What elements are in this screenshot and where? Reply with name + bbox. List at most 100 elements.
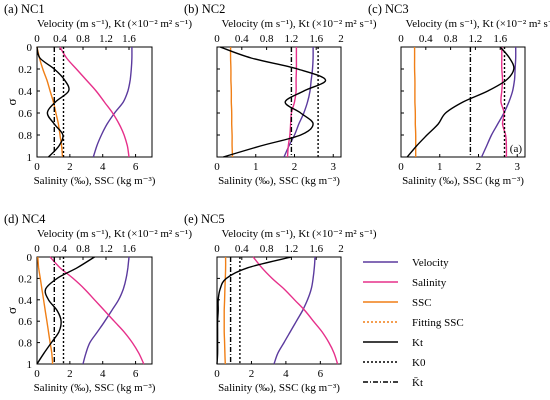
bottom-tick-label: 0	[398, 161, 404, 173]
bottom-tick-label: 3	[515, 161, 521, 173]
plot-frame	[400, 46, 526, 158]
bottom-tick-label: 0	[214, 368, 220, 380]
top-axis-label: Velocity (m s⁻¹), Kt (×10⁻² m² s⁻¹)	[405, 18, 550, 30]
legend: Velocity Salinity SSC Fitting SSC Kt K0 K̄t	[363, 257, 464, 389]
y-tick-label: 1	[27, 359, 33, 371]
top-tick-label: 1.6	[122, 243, 136, 255]
top-tick-label: 0.8	[260, 243, 274, 255]
bottom-tick-label: 2	[67, 368, 73, 380]
y-tick-label: 0.2	[18, 64, 32, 76]
top-axis-label: Velocity (m s⁻¹), Kt (×10⁻² m² s⁻¹)	[37, 228, 192, 240]
y-tick-label: 1	[27, 152, 33, 164]
top-tick-label: 1.6	[309, 33, 323, 45]
panel-5: (e) NC5 Velocity (m s⁻¹), Kt (×10⁻² m² s⁻…	[184, 212, 377, 394]
panel-title: (d) NC4	[4, 212, 46, 226]
series-line-ssc	[223, 256, 227, 365]
top-tick-label: 0.4	[235, 33, 249, 45]
legend-label: Velocity	[412, 257, 449, 269]
series-line-kt	[219, 46, 327, 158]
bottom-tick-label: 2	[292, 161, 298, 173]
top-tick-label: 0.4	[419, 33, 433, 45]
panel-1: (a) NC1 Velocity (m s⁻¹), Kt (×10⁻² m² s⁻…	[4, 2, 192, 187]
series-line-kt	[406, 46, 515, 158]
bottom-axis-label: Salinity (‰), SSC (kg m⁻³)	[218, 382, 340, 394]
top-tick-label: 1.2	[285, 33, 299, 45]
legend-label: Salinity	[412, 277, 447, 289]
series-line-salinity	[49, 256, 145, 365]
y-tick-label: 0.4	[18, 295, 32, 307]
series-line-velocity	[480, 46, 517, 158]
legend-label: Fitting SSC	[412, 317, 464, 329]
y-tick-label: 0.8	[18, 338, 32, 350]
bottom-tick-label: 2	[249, 368, 255, 380]
top-tick-label: 0.4	[235, 243, 249, 255]
plot-frame	[216, 256, 342, 365]
panel-annotation: (a)	[510, 143, 523, 155]
series-line-velocity	[273, 256, 316, 365]
y-tick-label: 0	[27, 252, 33, 264]
top-tick-label: 0	[214, 243, 220, 255]
top-axis-label: Velocity (m s⁻¹), Kt (×10⁻² m² s⁻¹)	[37, 18, 192, 30]
top-tick-label: 2	[338, 33, 344, 45]
top-tick-label: 0	[398, 33, 404, 45]
legend-label: SSC	[412, 297, 432, 309]
y-axis-label: σ	[4, 98, 19, 105]
series-line-salinity	[500, 46, 508, 158]
bottom-tick-label: 0	[34, 368, 40, 380]
bottom-tick-label: 4	[283, 368, 289, 380]
bottom-tick-label: 3	[331, 161, 337, 173]
bottom-tick-label: 0	[34, 161, 40, 173]
legend-label: K0	[412, 357, 426, 369]
top-tick-label: 0	[34, 243, 40, 255]
bottom-axis-label: Salinity (‰), SSC (kg m⁻³)	[34, 382, 156, 394]
y-tick-label: 0.6	[18, 316, 32, 328]
bottom-tick-label: 4	[100, 368, 106, 380]
y-axis-label: σ	[4, 307, 19, 314]
bottom-tick-label: 1	[253, 161, 259, 173]
top-tick-label: 2	[338, 243, 344, 255]
bottom-tick-label: 0	[214, 161, 220, 173]
bottom-tick-label: 6	[133, 161, 139, 173]
series-line-ssc	[229, 46, 234, 158]
bottom-axis-label: Salinity (‰), SSC (kg m⁻³)	[218, 175, 340, 187]
series-line-kt	[36, 46, 70, 158]
top-tick-label: 1.2	[469, 33, 483, 45]
top-tick-label: 0.8	[76, 243, 90, 255]
y-tick-label: 0.2	[18, 273, 32, 285]
top-tick-label: 1.6	[122, 33, 136, 45]
bottom-tick-label: 6	[318, 368, 324, 380]
panel-2: (b) NC2 Velocity (m s⁻¹), Kt (×10⁻² m² s⁻…	[184, 2, 377, 187]
y-tick-label: 0.4	[18, 86, 32, 98]
panel-title: (e) NC5	[184, 212, 225, 226]
panel-title: (a) NC1	[4, 2, 45, 16]
series-line-velocity	[92, 46, 133, 158]
series-line-salinity	[252, 256, 339, 365]
top-axis-label: Velocity (m s⁻¹), Kt (×10⁻² m² s⁻¹)	[221, 228, 376, 240]
top-tick-label: 0.4	[53, 243, 67, 255]
bottom-tick-label: 4	[100, 161, 106, 173]
plot-frame	[216, 46, 342, 158]
bottom-tick-label: 2	[67, 161, 73, 173]
series-line-kt	[36, 256, 95, 365]
top-tick-label: 1.2	[285, 243, 299, 255]
bottom-tick-label: 2	[476, 161, 482, 173]
series-line-ssc	[37, 256, 54, 365]
top-tick-label: 1.2	[99, 33, 113, 45]
top-tick-label: 0.8	[260, 33, 274, 45]
top-tick-label: 1.6	[493, 33, 507, 45]
top-tick-label: 0	[214, 33, 220, 45]
panel-title: (b) NC2	[184, 2, 225, 16]
top-tick-label: 0.4	[53, 33, 67, 45]
top-tick-label: 1.6	[309, 243, 323, 255]
series-line-salinity	[59, 46, 130, 158]
y-tick-label: 0	[27, 42, 33, 54]
top-tick-label: 0.8	[444, 33, 458, 45]
series-line-velocity	[82, 256, 130, 365]
series-line-ssc	[36, 46, 64, 158]
series-line-ssc	[413, 47, 417, 157]
bottom-tick-label: 6	[133, 368, 139, 380]
plot-frame	[36, 46, 153, 158]
bottom-tick-label: 1	[437, 161, 443, 173]
legend-label: K̄t	[412, 377, 423, 389]
top-axis-label: Velocity (m s⁻¹), Kt (×10⁻² m² s⁻¹)	[221, 18, 376, 30]
